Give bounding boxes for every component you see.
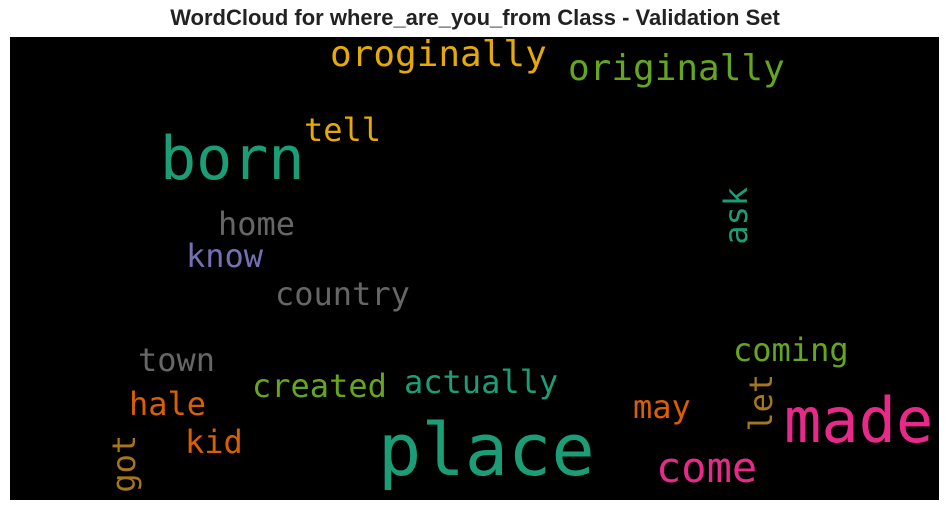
word-made: made <box>784 384 934 457</box>
word-country: country <box>275 275 410 313</box>
word-place: place <box>378 408 595 492</box>
word-got: got <box>105 434 143 493</box>
word-hale: hale <box>129 385 207 423</box>
word-ask: ask <box>717 186 755 245</box>
word-born: born <box>160 124 305 194</box>
word-originally: originally <box>568 48 785 89</box>
word-oroginally: oroginally <box>330 37 547 75</box>
word-tell: tell <box>304 111 382 149</box>
word-created: created <box>252 367 387 405</box>
word-home: home <box>218 205 296 243</box>
word-coming: coming <box>733 331 849 369</box>
wordcloud-canvas: place made born come originally oroginally tel… <box>10 37 939 500</box>
word-actually: actually <box>404 363 559 401</box>
chart-title: WordCloud for where_are_you_from Class -… <box>170 5 780 30</box>
word-town: town <box>138 341 216 379</box>
word-come: come <box>656 443 758 492</box>
word-let: let <box>742 373 780 432</box>
word-may: may <box>633 388 691 426</box>
word-know: know <box>186 237 264 275</box>
word-kid: kid <box>185 423 243 461</box>
